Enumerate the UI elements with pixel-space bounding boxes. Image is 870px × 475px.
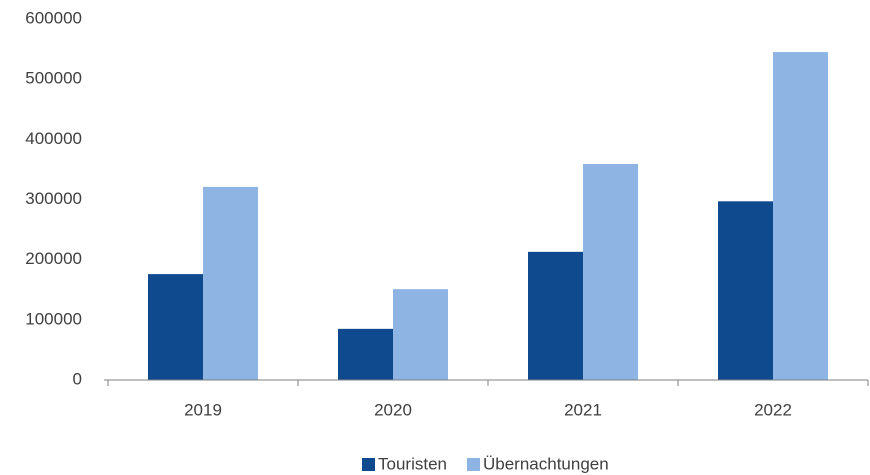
x-tick-label: 2022 [754,400,792,419]
y-tick-label: 300000 [25,189,82,208]
y-tick-label: 0 [73,369,82,388]
y-tick-label: 600000 [25,8,82,27]
bar [718,201,773,380]
bar [393,289,448,380]
x-tick-label: 2021 [564,400,602,419]
x-tick-label: 2019 [184,400,222,419]
y-tick-label: 100000 [25,309,82,328]
bar [583,164,638,380]
legend-swatch [466,458,480,471]
bar [338,328,393,380]
x-tick-label: 2020 [374,400,412,419]
legend-label: Touristen [378,454,447,473]
y-tick-label: 500000 [25,69,82,88]
bar [773,52,828,380]
legend-swatch [362,458,375,471]
legend-label: Übernachtungen [483,454,609,473]
bar [203,186,258,380]
bar [528,251,583,380]
bar [148,274,203,380]
y-tick-label: 200000 [25,249,82,268]
y-tick-label: 400000 [25,129,82,148]
